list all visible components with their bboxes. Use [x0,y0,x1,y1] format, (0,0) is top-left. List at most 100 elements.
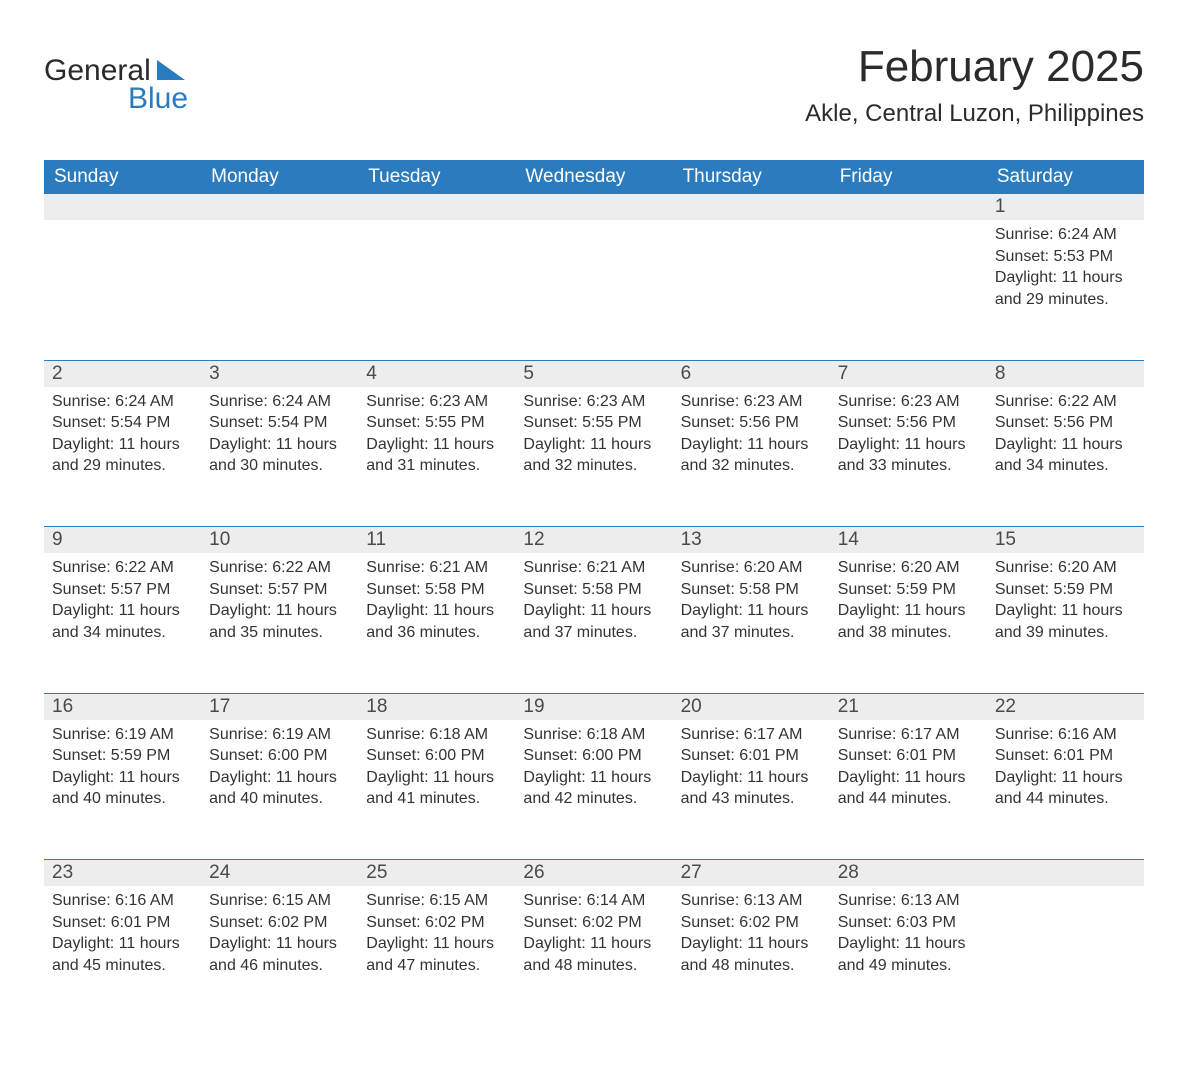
sunset-line: Sunset: 6:01 PM [995,745,1136,767]
day-number: 11 [358,527,515,553]
day-cell: Sunrise: 6:23 AMSunset: 5:55 PMDaylight:… [515,387,672,527]
day-cell: Sunrise: 6:16 AMSunset: 6:01 PMDaylight:… [987,720,1144,860]
sunset-line: Sunset: 6:03 PM [838,912,979,934]
day-details [201,220,358,310]
sunset-line: Sunset: 6:01 PM [681,745,822,767]
day-cell: Sunrise: 6:22 AMSunset: 5:57 PMDaylight:… [44,553,201,693]
daynum-cell: 2 [44,361,201,387]
daylight-line: Daylight: 11 hours and 44 minutes. [838,767,979,810]
sunrise-line: Sunrise: 6:13 AM [838,890,979,912]
sunrise-line: Sunrise: 6:22 AM [209,557,350,579]
sunrise-line: Sunrise: 6:18 AM [366,724,507,746]
sunset-line: Sunset: 6:02 PM [366,912,507,934]
week-row: Sunrise: 6:24 AMSunset: 5:53 PMDaylight:… [44,220,1144,360]
daylight-line: Daylight: 11 hours and 48 minutes. [523,933,664,976]
daynum-cell: 9 [44,527,201,553]
day-header: Tuesday [358,160,515,194]
sunrise-line: Sunrise: 6:20 AM [995,557,1136,579]
calendar-table: SundayMondayTuesdayWednesdayThursdayFrid… [44,160,1144,1026]
daylight-line: Daylight: 11 hours and 30 minutes. [209,434,350,477]
sunset-line: Sunset: 5:56 PM [838,412,979,434]
sunset-line: Sunset: 5:59 PM [838,579,979,601]
sunset-line: Sunset: 5:54 PM [209,412,350,434]
day-details: Sunrise: 6:16 AMSunset: 6:01 PMDaylight:… [987,720,1144,822]
day-number [987,860,1144,884]
daynum-cell: 23 [44,860,201,886]
day-cell: Sunrise: 6:23 AMSunset: 5:56 PMDaylight:… [830,387,987,527]
daynum-cell: 15 [987,527,1144,553]
day-cell: Sunrise: 6:16 AMSunset: 6:01 PMDaylight:… [44,886,201,1026]
daynum-cell: 12 [515,527,672,553]
daynum-cell: 22 [987,694,1144,720]
sunset-line: Sunset: 5:59 PM [52,745,193,767]
daylight-line: Daylight: 11 hours and 49 minutes. [838,933,979,976]
day-details: Sunrise: 6:19 AMSunset: 5:59 PMDaylight:… [44,720,201,822]
day-cell: Sunrise: 6:15 AMSunset: 6:02 PMDaylight:… [358,886,515,1026]
daylight-line: Daylight: 11 hours and 34 minutes. [52,600,193,643]
daynum-cell: 21 [830,694,987,720]
location: Akle, Central Luzon, Philippines [805,100,1144,128]
day-details: Sunrise: 6:19 AMSunset: 6:00 PMDaylight:… [201,720,358,822]
day-details: Sunrise: 6:23 AMSunset: 5:56 PMDaylight:… [830,387,987,489]
day-number: 2 [44,361,201,387]
day-cell: Sunrise: 6:17 AMSunset: 6:01 PMDaylight:… [673,720,830,860]
sunset-line: Sunset: 6:00 PM [366,745,507,767]
day-details: Sunrise: 6:22 AMSunset: 5:56 PMDaylight:… [987,387,1144,489]
day-number: 25 [358,860,515,886]
day-cell: Sunrise: 6:20 AMSunset: 5:58 PMDaylight:… [673,553,830,693]
day-details: Sunrise: 6:21 AMSunset: 5:58 PMDaylight:… [358,553,515,655]
daynum-cell: 28 [830,860,987,886]
day-header: Thursday [673,160,830,194]
daynum-cell [358,194,515,220]
daylight-line: Daylight: 11 hours and 39 minutes. [995,600,1136,643]
day-cell: Sunrise: 6:13 AMSunset: 6:03 PMDaylight:… [830,886,987,1026]
sunrise-line: Sunrise: 6:14 AM [523,890,664,912]
day-cell: Sunrise: 6:20 AMSunset: 5:59 PMDaylight:… [830,553,987,693]
day-details [673,220,830,310]
daynum-cell: 13 [673,527,830,553]
day-cell: Sunrise: 6:19 AMSunset: 6:00 PMDaylight:… [201,720,358,860]
daynum-row: 9101112131415 [44,527,1144,553]
day-details: Sunrise: 6:24 AMSunset: 5:54 PMDaylight:… [201,387,358,489]
daylight-line: Daylight: 11 hours and 43 minutes. [681,767,822,810]
day-details: Sunrise: 6:20 AMSunset: 5:59 PMDaylight:… [987,553,1144,655]
daynum-row: 2345678 [44,361,1144,387]
day-cell [830,220,987,360]
day-number: 28 [830,860,987,886]
day-details: Sunrise: 6:23 AMSunset: 5:56 PMDaylight:… [673,387,830,489]
day-details: Sunrise: 6:22 AMSunset: 5:57 PMDaylight:… [44,553,201,655]
day-cell [358,220,515,360]
daylight-line: Daylight: 11 hours and 37 minutes. [681,600,822,643]
day-cell: Sunrise: 6:18 AMSunset: 6:00 PMDaylight:… [358,720,515,860]
day-details: Sunrise: 6:21 AMSunset: 5:58 PMDaylight:… [515,553,672,655]
daylight-line: Daylight: 11 hours and 29 minutes. [995,267,1136,310]
daynum-cell: 3 [201,361,358,387]
day-details: Sunrise: 6:20 AMSunset: 5:58 PMDaylight:… [673,553,830,655]
daylight-line: Daylight: 11 hours and 29 minutes. [52,434,193,477]
day-number: 26 [515,860,672,886]
daylight-line: Daylight: 11 hours and 48 minutes. [681,933,822,976]
week-row: Sunrise: 6:22 AMSunset: 5:57 PM Daylight:… [44,553,1144,693]
sunset-line: Sunset: 5:57 PM [209,579,350,601]
daynum-cell [987,860,1144,886]
day-number: 27 [673,860,830,886]
day-cell: Sunrise: 6:17 AMSunset: 6:01 PMDaylight:… [830,720,987,860]
daynum-cell: 20 [673,694,830,720]
daylight-line: Daylight: 11 hours and 38 minutes. [838,600,979,643]
day-number [44,194,201,218]
day-cell: Sunrise: 6:24 AMSunset: 5:54 PMDaylight:… [44,387,201,527]
day-number [673,194,830,218]
day-cell: Sunrise: 6:22 AMSunset: 5:57 PMDaylight:… [201,553,358,693]
sunrise-line: Sunrise: 6:22 AM [995,391,1136,413]
day-number: 13 [673,527,830,553]
daynum-cell: 26 [515,860,672,886]
day-header: Wednesday [515,160,672,194]
daylight-line: Daylight: 11 hours and 40 minutes. [52,767,193,810]
day-number: 5 [515,361,672,387]
sunrise-line: Sunrise: 6:17 AM [681,724,822,746]
day-details [987,886,1144,976]
calendar-header-row: SundayMondayTuesdayWednesdayThursdayFrid… [44,160,1144,194]
sunset-line: Sunset: 6:02 PM [209,912,350,934]
day-details: Sunrise: 6:15 AMSunset: 6:02 PMDaylight:… [358,886,515,988]
day-header: Friday [830,160,987,194]
